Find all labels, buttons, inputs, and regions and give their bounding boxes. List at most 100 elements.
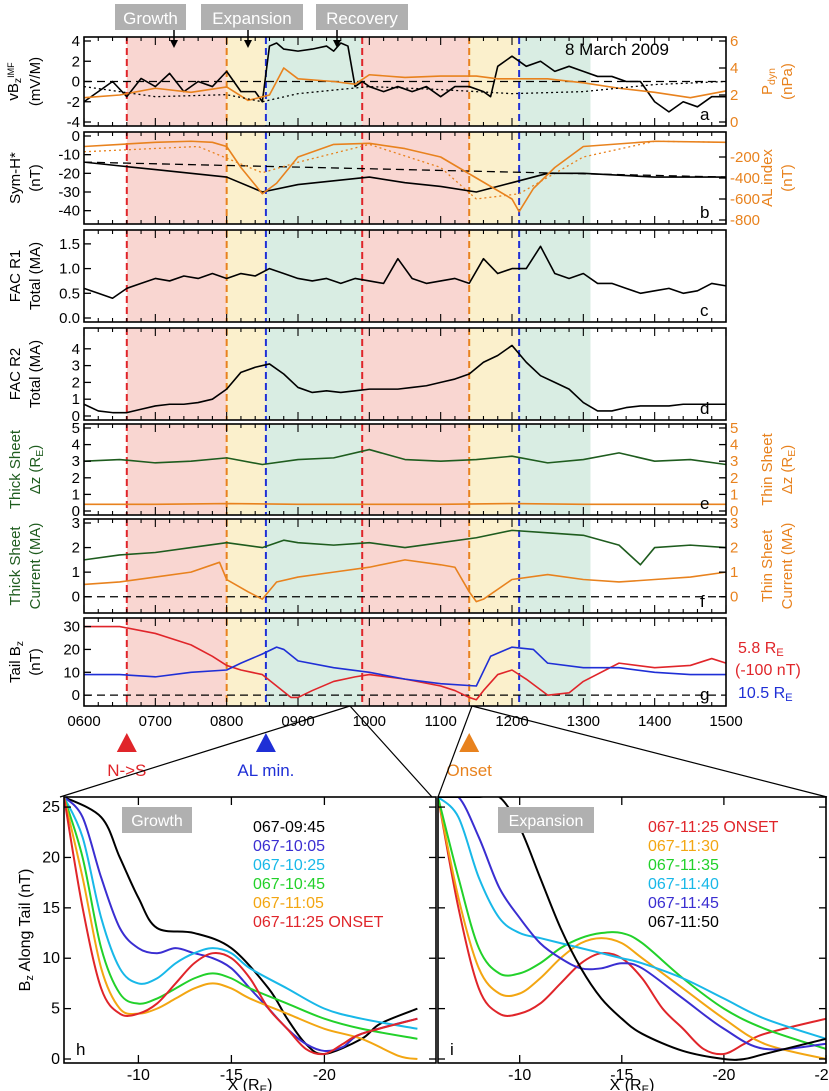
y-label-right-line2: (nT) <box>779 164 796 192</box>
x-tick-label: 1500 <box>709 713 742 730</box>
y-tick-label: 3 <box>72 515 80 532</box>
zoom-connector <box>59 705 351 798</box>
zoom-connector <box>437 705 473 798</box>
x-tick-label: 0900 <box>281 713 314 730</box>
series-line-al-index <box>83 140 727 213</box>
y-tick-label: 2 <box>72 53 80 70</box>
event-triangle <box>116 733 137 752</box>
y-label-line1-part: z <box>12 78 24 83</box>
phase-shade <box>519 618 591 706</box>
y-tick-label: 1.5 <box>59 236 80 253</box>
y-tick-label: 0 <box>72 408 80 425</box>
legend-10-5-re: 10.5 RE <box>738 685 793 704</box>
y-label-line2-part: ) <box>27 445 44 450</box>
series-line-5-8-re-100-nt- <box>84 625 727 701</box>
phase-shade <box>126 519 227 613</box>
phase-label-box <box>115 4 186 30</box>
y-tick-label: -2 <box>67 94 80 111</box>
profile-line-067-11-35 <box>438 797 826 1050</box>
series-line-thick-sheet-current <box>83 529 727 566</box>
x-tick-label: -15 <box>610 1067 633 1084</box>
x-axis-label: X (RE) <box>610 1077 655 1091</box>
phase-shade <box>469 519 520 613</box>
phase-shade <box>265 132 363 224</box>
x-axis-label-part: X (R <box>228 1077 260 1091</box>
y-label-line2: Total (MA) <box>27 242 44 310</box>
y-tick-label: 0.5 <box>59 285 80 302</box>
phase-shade <box>265 618 363 706</box>
y-label-line1: Thick Sheet <box>7 429 24 509</box>
y-axis-label-left: vBzIMF (mV/M) <box>5 57 44 106</box>
panel-frame <box>83 327 727 421</box>
phase-shade <box>226 132 266 224</box>
phase-shade <box>126 424 227 515</box>
phase-label: Expansion <box>212 9 291 28</box>
y-axis-label-right: Thin Sheet Current (MA) <box>759 523 796 610</box>
y-tick-label-right: 5 <box>730 420 738 437</box>
y-label-line2-part: E <box>34 450 46 457</box>
profile-line-067-11-05 <box>64 797 418 1060</box>
y-tick-label: 25 <box>42 799 60 816</box>
legend-5-8-re-part: E <box>776 647 783 659</box>
y-label-line1-part: IMF <box>6 62 16 78</box>
panel-letter: e <box>700 494 709 513</box>
series-line-fac-r2 <box>83 344 726 414</box>
legend-5-8-re-offset: (-100 nT) <box>735 662 801 679</box>
profile-line-067-11-40 <box>438 797 826 1040</box>
series-line-thin-sheet-current <box>83 559 727 603</box>
legend-5-8-re: 5.8 RE <box>738 640 784 659</box>
phase-shade <box>519 230 591 322</box>
phase-label-box <box>201 4 303 30</box>
y-tick-label: 2 <box>72 470 80 487</box>
y-tick-label: 4 <box>72 341 80 358</box>
phase-shade <box>519 328 591 420</box>
profile-line-067-11-50 <box>438 797 826 1061</box>
y-axis-label-left: FAC R1 Total (MA) <box>7 242 44 310</box>
y-tick-label: 20 <box>42 849 60 866</box>
x-tick-label: -20 <box>313 1067 336 1084</box>
phase-label: Expansion <box>509 813 584 830</box>
y-axis-label-right: Thin Sheet Δz (RE) <box>759 432 798 505</box>
y-tick-label-right: -400 <box>730 170 760 187</box>
phase-shade <box>265 328 363 420</box>
y-label-line2: (mV/M) <box>27 57 44 106</box>
panel-letter: g <box>700 685 709 704</box>
x-tick-label: 0600 <box>67 713 100 730</box>
y-tick-label-right: 1 <box>730 486 738 503</box>
legend-entry: 067-11:40 <box>648 876 719 893</box>
y-tick-label: 10 <box>42 950 60 967</box>
y-tick-label: -10 <box>58 147 80 164</box>
y-tick-label: 1 <box>72 391 80 408</box>
phase-backgrounds <box>126 37 591 706</box>
profile-line-067-11-25-onset <box>438 797 826 1056</box>
event-label: N->S <box>107 761 146 780</box>
y-axis-label-left: Thick Sheet Current (MA) <box>7 523 44 610</box>
legend-entry: 067-11:05 <box>253 895 324 912</box>
panel-frame <box>83 617 727 707</box>
panel-c: 1.5 1.0 0.5 0.0 c FAC R1 Total (MA) <box>7 229 727 327</box>
y-label-line1-part: vB <box>5 83 22 101</box>
legend-entry: 067-10:25 <box>253 857 325 874</box>
phase-shade <box>126 230 227 322</box>
y-label-line1: FAC R1 <box>7 250 24 303</box>
x-tick-label: -10 <box>508 1067 531 1084</box>
y-label-right-line1-part: dyn <box>766 68 778 85</box>
phase-shade <box>362 424 470 515</box>
x-tick-label: 1400 <box>638 713 671 730</box>
phase-shade <box>519 424 591 515</box>
legend-entry: 067-10:45 <box>253 876 325 893</box>
y-tick-label: 15 <box>42 900 60 917</box>
profile-line-067-09-45 <box>64 797 418 1056</box>
y-label-part: B <box>17 981 34 992</box>
panel-letter: c <box>700 301 709 320</box>
down-arrow-head <box>333 40 341 48</box>
phase-label-box <box>498 807 594 833</box>
panel-letter: a <box>700 105 710 124</box>
y-tick-label: 5 <box>51 1001 60 1018</box>
y-tick-label: 10 <box>63 664 80 681</box>
down-arrow-head <box>244 40 252 48</box>
y-tick-label-right: 3 <box>730 453 738 470</box>
